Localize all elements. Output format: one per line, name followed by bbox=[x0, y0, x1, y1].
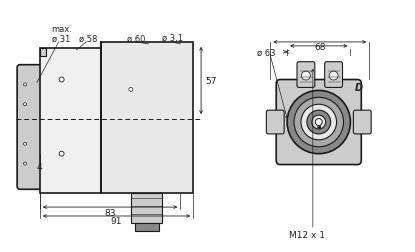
Bar bbox=[40, 49, 101, 194]
FancyBboxPatch shape bbox=[17, 66, 43, 190]
Text: ø 60: ø 60 bbox=[127, 34, 145, 43]
Circle shape bbox=[312, 116, 326, 130]
Circle shape bbox=[329, 72, 338, 81]
Circle shape bbox=[294, 98, 344, 147]
Circle shape bbox=[59, 78, 64, 83]
FancyBboxPatch shape bbox=[266, 111, 284, 134]
Text: 57: 57 bbox=[205, 77, 217, 86]
Bar bbox=[135, 223, 159, 231]
Circle shape bbox=[59, 152, 64, 156]
FancyBboxPatch shape bbox=[354, 111, 371, 134]
Bar bbox=[131, 194, 163, 223]
Text: 83: 83 bbox=[104, 208, 116, 217]
Circle shape bbox=[24, 103, 27, 106]
Text: D: D bbox=[354, 83, 362, 93]
Circle shape bbox=[287, 91, 350, 154]
Text: 91: 91 bbox=[111, 216, 122, 226]
Text: 4: 4 bbox=[37, 162, 43, 171]
Circle shape bbox=[24, 163, 27, 165]
FancyBboxPatch shape bbox=[325, 62, 342, 88]
Text: ø 3,1: ø 3,1 bbox=[163, 34, 183, 43]
Text: M12 x 1: M12 x 1 bbox=[289, 230, 325, 239]
Circle shape bbox=[315, 119, 322, 126]
Bar bbox=[40, 49, 46, 56]
Circle shape bbox=[24, 143, 27, 146]
Circle shape bbox=[129, 88, 133, 92]
Text: ø 63: ø 63 bbox=[257, 48, 276, 57]
Bar bbox=[101, 43, 193, 194]
Circle shape bbox=[301, 72, 310, 81]
Circle shape bbox=[301, 105, 337, 140]
Text: ø 58: ø 58 bbox=[79, 34, 98, 43]
FancyBboxPatch shape bbox=[297, 62, 315, 88]
Text: max.: max. bbox=[52, 24, 73, 34]
FancyBboxPatch shape bbox=[276, 80, 361, 165]
Text: ø 31: ø 31 bbox=[52, 34, 70, 43]
Circle shape bbox=[307, 111, 331, 134]
Bar bbox=[317, 125, 320, 128]
Text: 68: 68 bbox=[314, 43, 325, 52]
Circle shape bbox=[24, 84, 27, 87]
